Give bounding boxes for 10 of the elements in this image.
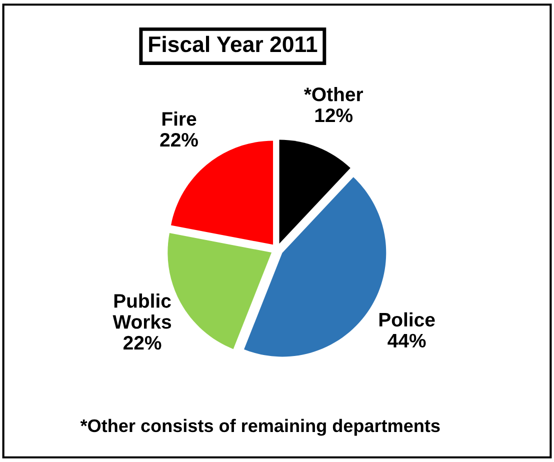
data-label: 22%: [123, 336, 162, 350]
data-label: 12%: [315, 108, 353, 122]
slice-label: Police: [379, 312, 435, 327]
slice-label: Public Works: [112, 294, 172, 329]
data-label: 22%: [160, 132, 198, 147]
chart-title: Fiscal Year 2011: [149, 36, 318, 52]
data-label: 44%: [388, 334, 426, 348]
slice-label: *Other: [304, 87, 364, 102]
slice-label: Fire: [162, 111, 196, 126]
text: *Other consists of remaining departments: [80, 418, 440, 436]
